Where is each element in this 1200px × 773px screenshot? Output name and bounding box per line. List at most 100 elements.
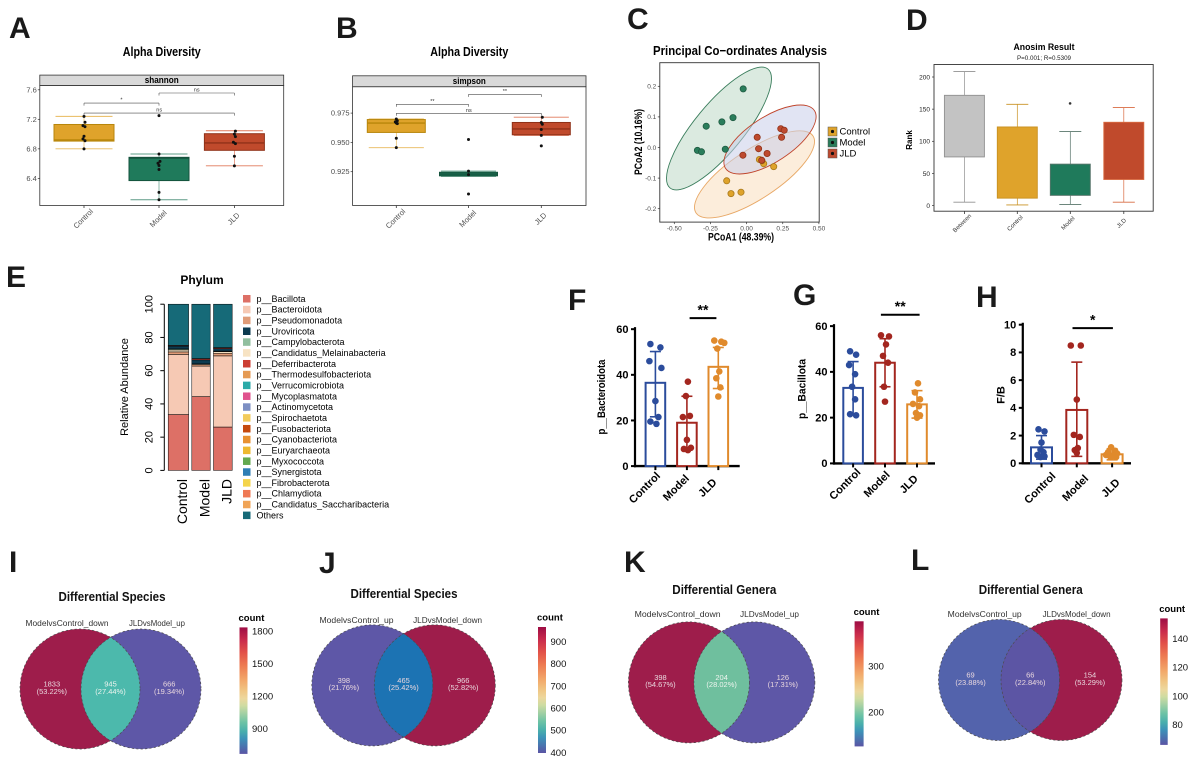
svg-text:20: 20: [616, 415, 628, 427]
svg-text:*: *: [1090, 312, 1096, 328]
svg-text:**: **: [698, 302, 709, 318]
svg-text:900: 900: [252, 724, 268, 735]
svg-text:Phylum: Phylum: [180, 273, 223, 287]
svg-text:10: 10: [1004, 320, 1016, 332]
svg-text:126: 126: [777, 673, 790, 682]
svg-text:0.50: 0.50: [813, 226, 826, 233]
svg-text:20: 20: [144, 431, 156, 443]
svg-text:966: 966: [457, 676, 470, 685]
svg-text:7.6: 7.6: [26, 85, 36, 94]
svg-text:900: 900: [551, 637, 567, 648]
svg-text:40: 40: [815, 367, 827, 379]
svg-text:50: 50: [923, 171, 931, 178]
svg-text:G: G: [793, 279, 816, 312]
svg-text:(21.76%): (21.76%): [329, 683, 360, 692]
svg-text:p__Synergistota: p__Synergistota: [257, 467, 322, 477]
svg-text:100: 100: [1172, 691, 1188, 702]
svg-text:0.00: 0.00: [740, 226, 753, 233]
svg-text:Model: Model: [197, 479, 213, 517]
svg-text:Control: Control: [174, 479, 190, 524]
svg-text:Alpha Diversity: Alpha Diversity: [123, 45, 201, 59]
svg-text:Anosim Result: Anosim Result: [1014, 42, 1076, 53]
svg-text:120: 120: [1172, 663, 1188, 674]
svg-text:398: 398: [338, 676, 351, 685]
svg-text:L: L: [911, 544, 929, 577]
svg-text:Control: Control: [840, 127, 871, 138]
svg-text:60: 60: [815, 321, 827, 333]
svg-text:69: 69: [966, 671, 974, 680]
svg-text:1833: 1833: [43, 680, 60, 689]
svg-text:(19.34%): (19.34%): [154, 687, 185, 696]
svg-text:p__Myxococcota: p__Myxococcota: [257, 456, 325, 466]
svg-text:66: 66: [1026, 671, 1034, 680]
svg-text:p__Thermodesulfobacteriota: p__Thermodesulfobacteriota: [257, 370, 372, 380]
svg-text:(53.29%): (53.29%): [1075, 678, 1106, 687]
svg-text:ModelvsControl_up: ModelvsControl_up: [948, 609, 1022, 619]
svg-text:(28.02%): (28.02%): [706, 680, 737, 689]
svg-text:0.975: 0.975: [331, 109, 350, 118]
svg-text:Differential Genera: Differential Genera: [979, 583, 1084, 597]
svg-text:p__Pseudomonadota: p__Pseudomonadota: [257, 315, 343, 325]
svg-text:2: 2: [1010, 430, 1016, 442]
svg-text:200: 200: [919, 74, 930, 81]
svg-text:C: C: [627, 3, 649, 36]
svg-text:p__Mycoplasmatota: p__Mycoplasmatota: [257, 391, 338, 401]
svg-text:666: 666: [163, 680, 176, 689]
svg-text:Model: Model: [840, 138, 866, 149]
svg-text:count: count: [239, 613, 266, 624]
svg-text:PCoA1 (48.39%): PCoA1 (48.39%): [708, 232, 774, 244]
svg-text:PCoA2 (10.16%): PCoA2 (10.16%): [633, 109, 645, 175]
svg-text:700: 700: [551, 681, 567, 692]
svg-text:4: 4: [1010, 403, 1017, 415]
svg-text:(25.42%): (25.42%): [388, 683, 419, 692]
svg-text:200: 200: [868, 708, 884, 719]
svg-text:0: 0: [821, 458, 827, 470]
svg-text:E: E: [6, 261, 26, 294]
svg-text:ns: ns: [466, 108, 472, 114]
svg-text:0.950: 0.950: [331, 138, 350, 147]
svg-text:465: 465: [397, 676, 410, 685]
svg-text:p__Bacteroidota: p__Bacteroidota: [257, 305, 323, 315]
svg-text:**: **: [503, 89, 508, 95]
svg-text:100: 100: [144, 295, 156, 313]
svg-text:40: 40: [144, 398, 156, 410]
svg-text:p__Candidatus_Melainabacteria: p__Candidatus_Melainabacteria: [257, 348, 386, 358]
svg-text:(54.67%): (54.67%): [645, 680, 676, 689]
svg-text:F/B: F/B: [996, 386, 1008, 404]
svg-text:simpson: simpson: [453, 76, 486, 87]
svg-text:-0.1: -0.1: [645, 175, 657, 182]
svg-text:0.25: 0.25: [776, 226, 789, 233]
svg-text:154: 154: [1084, 671, 1097, 680]
svg-text:p__Chlamydiota: p__Chlamydiota: [257, 489, 322, 499]
svg-text:p__Bacillota: p__Bacillota: [797, 358, 809, 419]
svg-text:p__Bacteroidota: p__Bacteroidota: [596, 359, 608, 435]
svg-text:D: D: [906, 4, 928, 37]
svg-text:6.8: 6.8: [26, 144, 36, 153]
svg-text:JLDvsModel_up: JLDvsModel_up: [129, 618, 185, 628]
svg-text:ns: ns: [156, 108, 162, 114]
svg-text:0.925: 0.925: [331, 167, 350, 176]
svg-text:20: 20: [815, 412, 827, 424]
svg-text:600: 600: [551, 704, 567, 715]
svg-text:(52.82%): (52.82%): [448, 683, 479, 692]
svg-text:shannon: shannon: [145, 75, 179, 86]
svg-text:ModelvsControl_down: ModelvsControl_down: [635, 609, 721, 619]
svg-text:F: F: [568, 284, 586, 317]
svg-text:(53.22%): (53.22%): [37, 687, 68, 696]
svg-text:0.2: 0.2: [647, 84, 656, 91]
svg-text:ModelvsControl_down: ModelvsControl_down: [26, 618, 109, 628]
svg-text:400: 400: [551, 748, 567, 759]
svg-text:100: 100: [919, 139, 930, 146]
svg-text:count: count: [854, 607, 881, 618]
svg-text:-0.25: -0.25: [703, 226, 718, 233]
svg-text:J: J: [319, 547, 336, 580]
svg-text:JLDvsModel_down: JLDvsModel_down: [413, 615, 482, 625]
svg-text:6: 6: [1010, 375, 1016, 387]
svg-text:p__Campylobacterota: p__Campylobacterota: [257, 337, 345, 347]
svg-text:p__Bacillota: p__Bacillota: [257, 294, 306, 304]
svg-text:0: 0: [622, 461, 628, 473]
svg-text:Relative Abundance: Relative Abundance: [119, 338, 131, 436]
svg-text:count: count: [537, 613, 564, 624]
svg-text:40: 40: [616, 370, 628, 382]
svg-text:B: B: [336, 12, 358, 45]
